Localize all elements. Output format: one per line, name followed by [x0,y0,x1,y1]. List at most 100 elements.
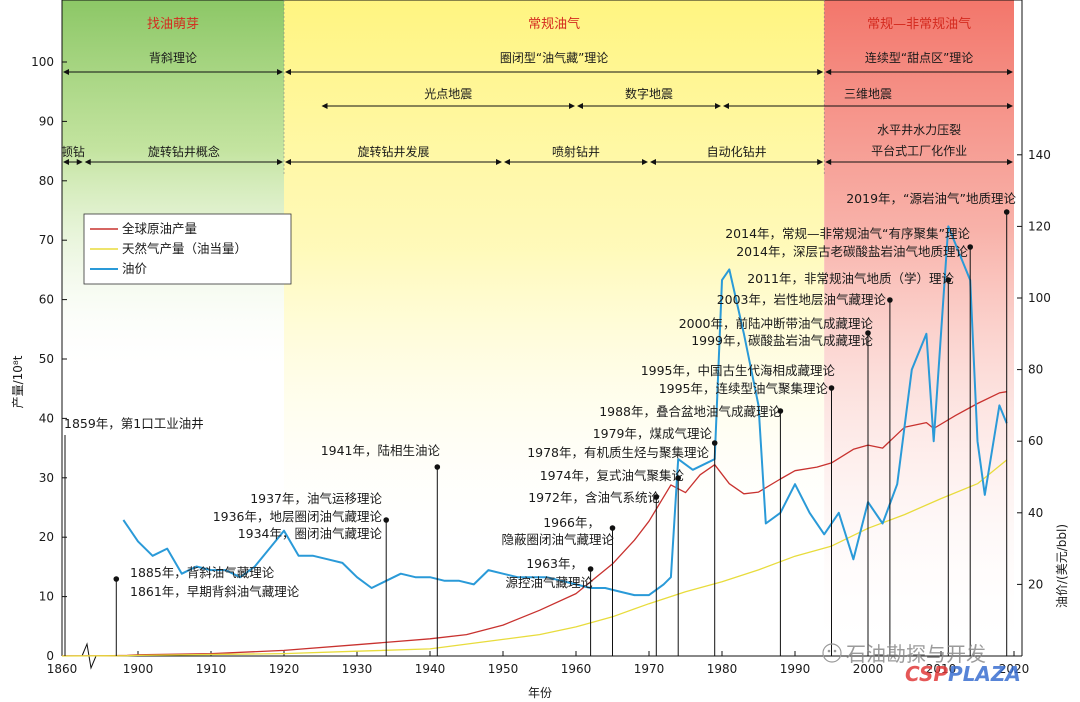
seismic-label: 光点地震 [424,87,472,101]
theory-row-arrow-left [825,69,832,75]
drilling-label: 顿钻 [61,144,85,159]
theory-row-arrow-right [277,69,283,75]
seismic-label: 数字地震 [625,86,673,101]
theory-label: 背斜理论 [149,51,197,65]
seismic-row-arrow-left [723,103,729,109]
annotation-label: 1966年， [543,515,600,530]
x-tick-label: 1990 [780,662,811,676]
annotation-pin-dot [945,277,952,283]
wechat-icon-eye [827,649,831,653]
annotation-pin-dot [777,408,784,414]
y2-tick-label: 20 [1028,577,1043,591]
annotation-pin-dot [587,566,594,572]
annotation-pin-dot [609,525,616,531]
y-axis-label: 产量/10⁸t [11,355,25,408]
annotation-pin-dot [711,440,718,446]
annotation-pin-dot [1003,209,1010,215]
drilling-row-arrow-left [63,159,69,165]
drilling-row-arrow-left [504,159,510,165]
annotation-label: 1978年，有机质生烃与聚集理论 [527,445,709,460]
x-tick-label: 2000 [853,662,884,676]
annotation-label: 隐蔽圈闭油气藏理论 [501,532,614,547]
y2-tick-label: 140 [1028,148,1051,162]
annotation-label: 2014年，深层古老碳酸盐岩油气地质理论 [736,244,968,259]
y-tick-label: 20 [39,530,54,544]
annotation-label: 1995年，中国古生代海相成藏理论 [641,363,836,378]
annotation-label: 1974年，复式油气聚集论 [540,468,685,483]
y-tick-label: 70 [39,233,54,247]
drilling-row-arrow-right [642,159,648,165]
annotation-pin-dot [967,244,973,250]
x-tick-label: 1900 [123,662,154,676]
theory-row-arrow-right [1007,69,1013,75]
x-tick-label: 1950 [488,662,519,676]
x-tick-label: 1860 [47,662,78,676]
drilling-row-arrow-right [1007,159,1013,165]
y-tick-label: 90 [39,114,54,128]
annotation-label: 1999年，碳酸盐岩油气成藏理论 [691,333,873,348]
legend-price-label: 油价 [122,261,148,276]
seismic-label: 三维地震 [844,87,892,101]
x-tick-label: 1910 [196,662,227,676]
watermark-site-plaza: PLAZA [948,662,1021,686]
drilling-row-arrow-right [277,159,283,165]
drilling-row-arrow-right [496,159,502,165]
drilling-label: 旋转钻井概念 [148,144,220,159]
theory-label: 连续型“甜点区”理论 [865,50,973,65]
annotation-pin-dot [653,494,660,500]
x-tick-label: 1970 [634,662,665,676]
seismic-row-arrow-right [569,103,575,109]
drilling-label: 水平井水力压裂 [877,123,961,137]
theory-row-arrow-left [285,69,291,75]
legend-oil-label: 全球原油产量 [122,221,197,236]
y-tick-label: 40 [39,411,54,425]
x-tick-label: 1940 [415,662,446,676]
y-tick-label: 50 [39,352,54,366]
legend-box [83,213,292,285]
drilling-row-arrow-right [76,159,83,165]
annotation-label: 2019年，“源岩油气”地质理论 [846,191,1016,206]
legend: 全球原油产量 天然气产量（油当量） 油价 [83,213,292,285]
annotation-pin-dot [434,464,441,470]
drilling-row-arrow-right [817,159,824,165]
annotation-label: 1963年， [526,556,583,571]
annotation-pin-dot [865,330,871,336]
annotation-label: 源控油气藏理论 [505,575,593,590]
series-line-price [122,225,1008,597]
x-tick-label: 1920 [269,662,300,676]
annotation-label: 1937年，油气运移理论 [250,491,382,506]
annotation-pin-dot [113,576,120,582]
theory-row-arrow-right [817,69,824,75]
annotation-pins: 1859年，第1口工业油井 1885年，背斜油气藏理论 1861年，早期背斜油气藏理… [64,191,1016,656]
watermark: 石油勘探与开发 CSPPLAZA [822,642,1021,686]
y-tick-label: 10 [39,590,54,604]
annotation-label: 1972年，含油气系统论 [528,490,660,505]
y-tick-label: 80 [39,174,54,188]
y2-axis-label: 油价/(美元/bbl) [1055,524,1069,608]
drilling-row-arrow-left [825,159,832,165]
drilling-row-arrow-left [285,159,291,165]
annotation-pin-dot [828,385,835,391]
drilling-row-arrow-left [650,159,656,165]
theory-label: 圈闭型“油气藏”理论 [500,50,608,65]
y2-tick-label: 60 [1028,434,1043,448]
x-tick-label: 1960 [561,662,592,676]
y2-tick-label: 100 [1028,291,1051,305]
drilling-label: 自动化钻井 [707,144,767,159]
annotation-label: 2011年，非常规油气地质（学）理论 [747,271,954,286]
seismic-row-arrow-left [577,103,583,109]
annotation-label: 1859年，第1口工业油井 [64,416,204,431]
drilling-label: 平台式工厂化作业 [871,143,967,158]
annotation-label: 1936年，地层圈闭油气藏理论 [213,509,383,524]
watermark-text: 石油勘探与开发 [846,642,986,666]
x-tick-label: 1980 [707,662,738,676]
annotation-label: 1934年，圈闭油气藏理论 [238,526,383,541]
annotation-pin-dot [383,517,390,523]
drilling-row-arrow-left [84,159,91,165]
x-tick-label: 1930 [342,662,373,676]
annotation-label: 2003年，岩性地层油气藏理论 [717,292,887,307]
seismic-row-arrow-left [321,103,328,109]
theory-row-arrow-left [63,69,69,75]
